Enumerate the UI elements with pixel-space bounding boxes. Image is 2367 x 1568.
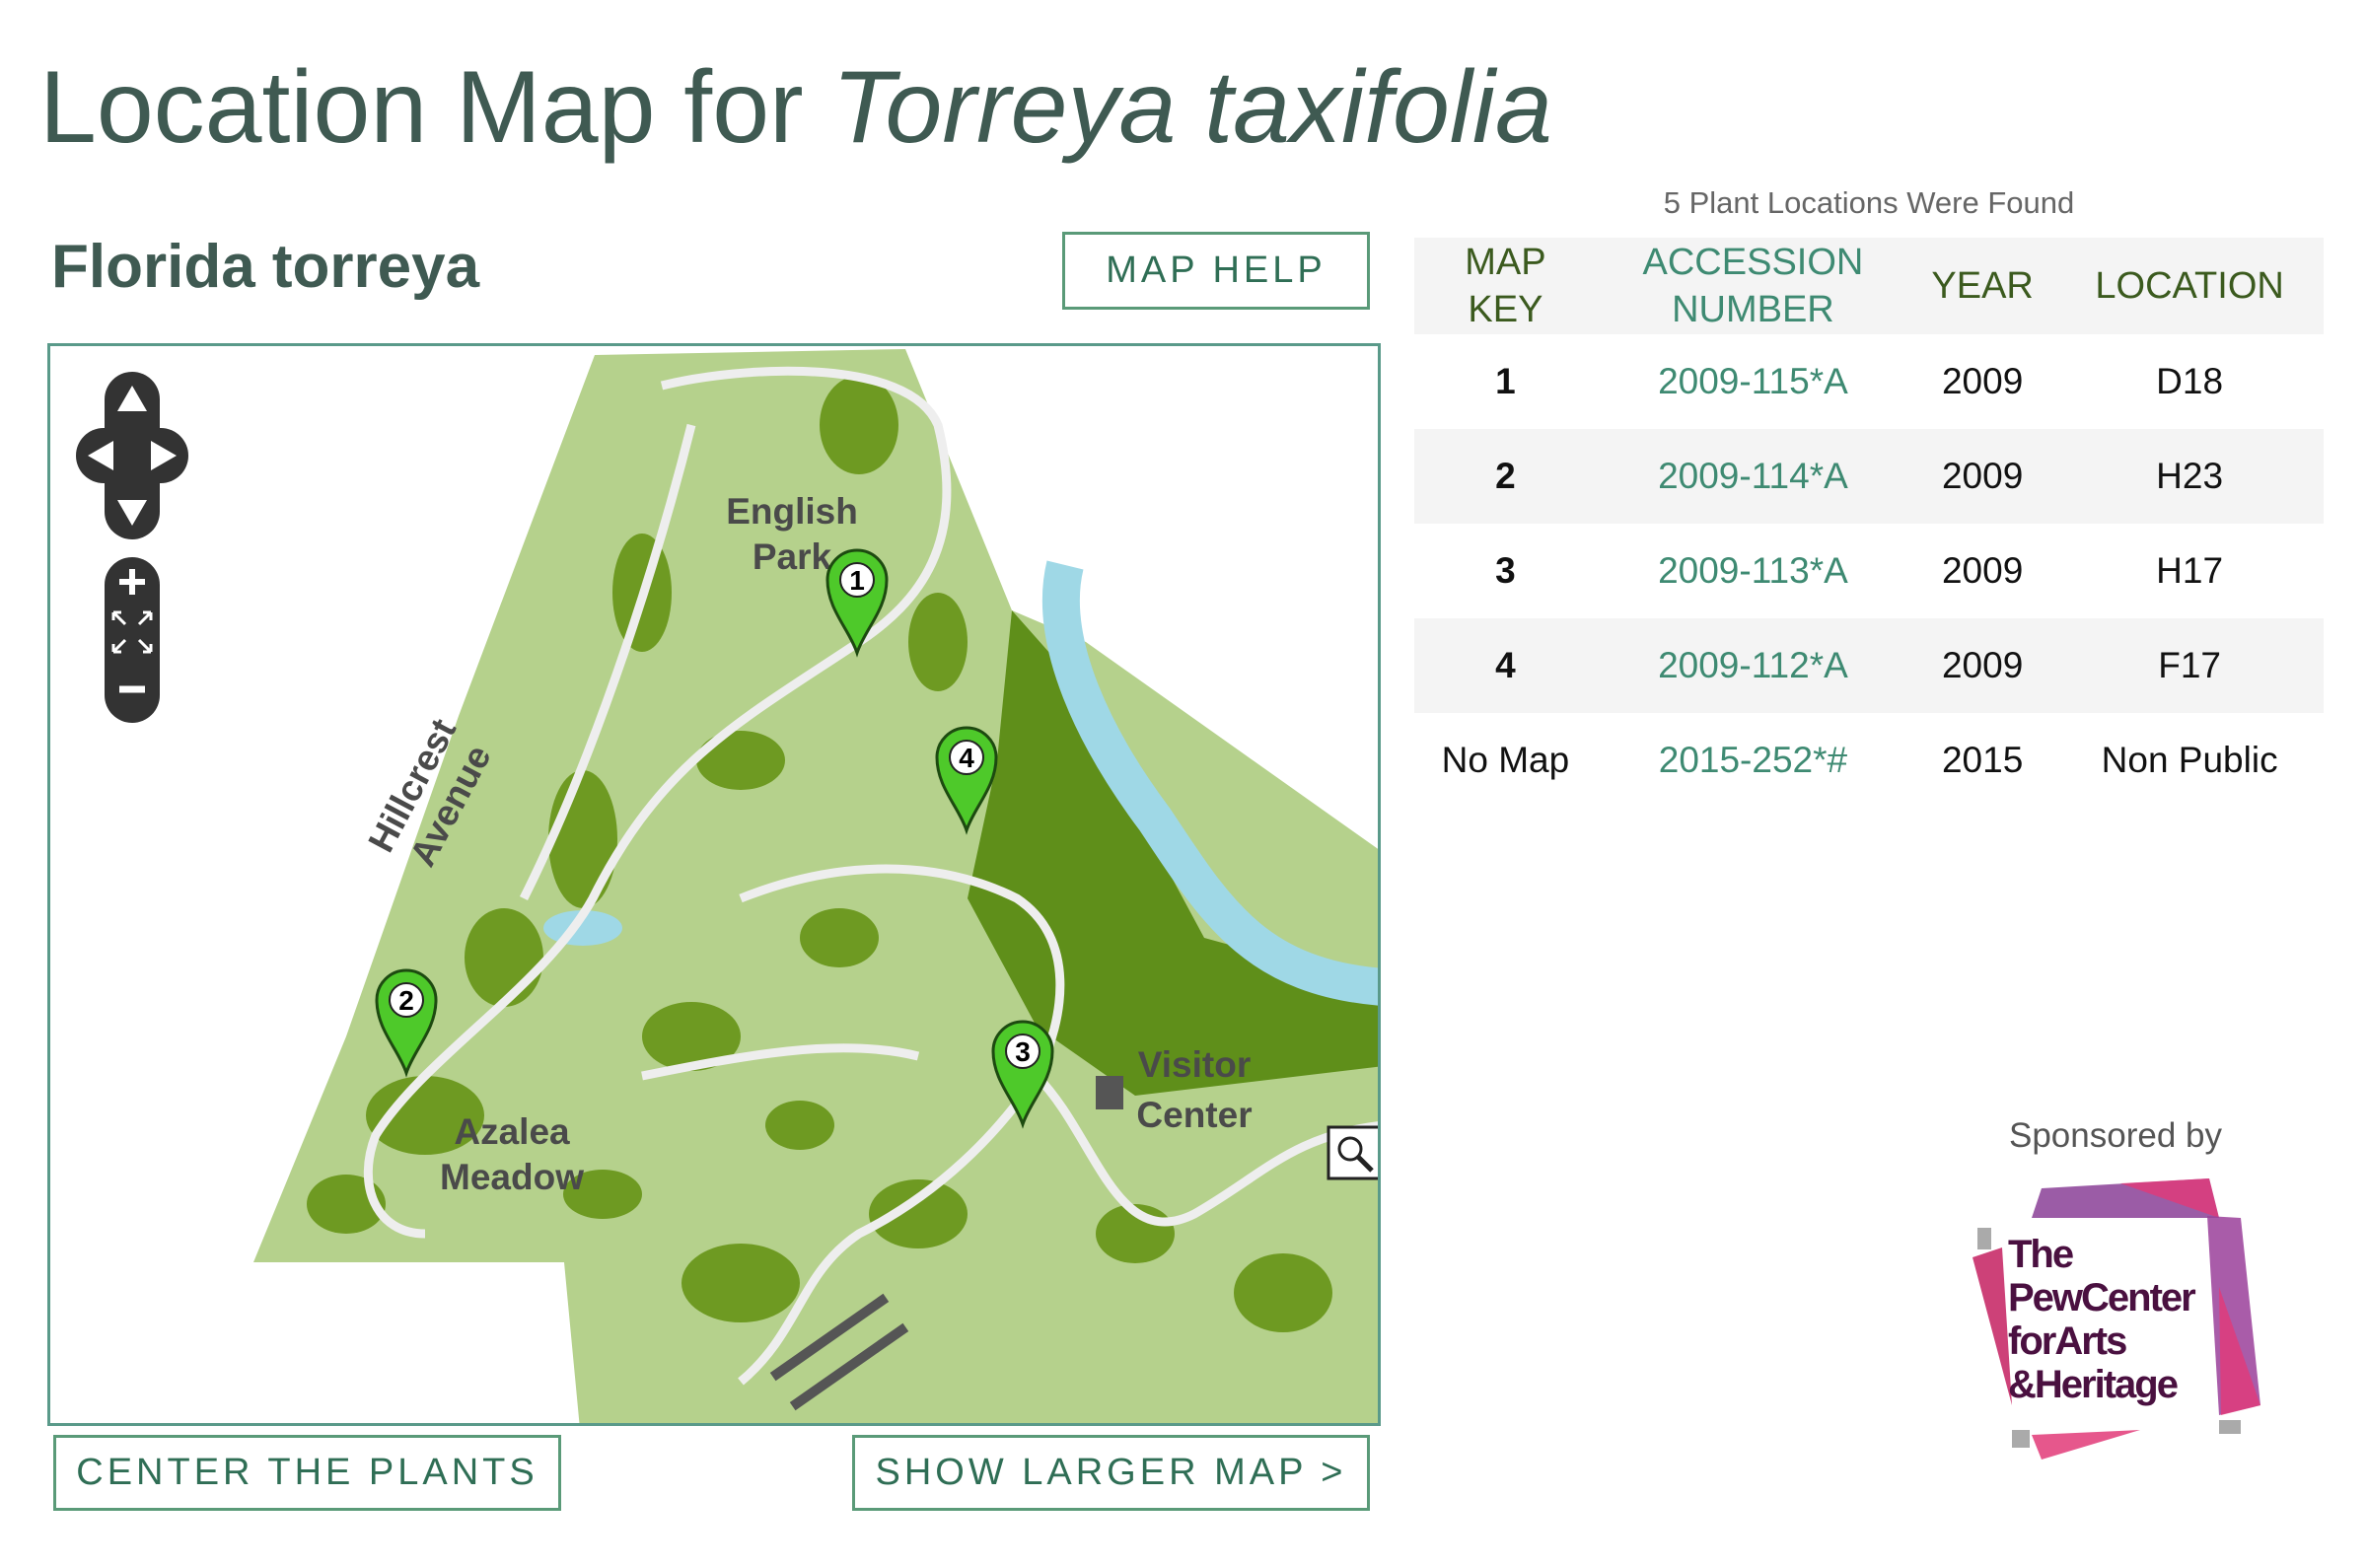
- plant-markers: 1 4 2 3: [375, 548, 1054, 1129]
- pan-up-icon[interactable]: [117, 386, 147, 411]
- marker-label: 2: [398, 985, 414, 1016]
- species-name: Torreya taxifolia: [831, 50, 1552, 165]
- title-prefix: Location Map for: [39, 50, 832, 165]
- map-marker-4[interactable]: 4: [935, 726, 998, 835]
- tree-clusters: [307, 376, 1332, 1332]
- header-text: MAP: [1465, 242, 1546, 283]
- table-row: 4 2009-112*A 2009 F17: [1414, 618, 2324, 713]
- map-label-park: Park: [753, 536, 832, 577]
- svg-text:PewCenter: PewCenter: [2008, 1276, 2195, 1319]
- header-text: KEY: [1468, 289, 1543, 330]
- svg-text:forArts: forArts: [2008, 1319, 2126, 1363]
- map-viewport[interactable]: English Park Visitor Center Azalea Meado…: [47, 343, 1381, 1426]
- show-larger-map-button[interactable]: SHOW LARGER MAP >: [852, 1435, 1370, 1511]
- results-table: MAP KEY ACCESSION NUMBER YEAR LOCATION 1 20…: [1414, 238, 2324, 808]
- map-key: 3: [1495, 550, 1516, 591]
- zoom-extent-icon[interactable]: [111, 610, 153, 654]
- page-title: Location Map for Torreya taxifolia: [39, 51, 1552, 164]
- map-label-visitor: Visitor: [1138, 1044, 1251, 1085]
- year: 2009: [1909, 429, 2056, 524]
- map-key: 1: [1495, 361, 1516, 401]
- table-row: 1 2009-115*A 2009 D18: [1414, 334, 2324, 429]
- park-area: [253, 349, 1378, 1423]
- year: 2015: [1941, 740, 2024, 780]
- map-label-center: Center: [1136, 1095, 1252, 1135]
- table-row: 3 2009-113*A 2009 H17: [1414, 524, 2324, 618]
- zoom-control: [105, 557, 160, 723]
- pan-control: [76, 372, 188, 539]
- map-marker-1[interactable]: 1: [825, 548, 889, 658]
- header-map-key: MAP KEY: [1414, 238, 1597, 334]
- map-key: 2: [1414, 429, 1597, 524]
- river: [1041, 560, 1378, 1006]
- common-name: Florida torreya: [51, 233, 480, 301]
- marker-label: 1: [849, 565, 865, 596]
- map-label-azalea: Azalea: [454, 1111, 570, 1152]
- center-plants-button[interactable]: CENTER THE PLANTS: [53, 1435, 561, 1511]
- header-accession: ACCESSION NUMBER: [1596, 238, 1910, 334]
- map-canvas[interactable]: English Park Visitor Center Azalea Meado…: [50, 346, 1381, 1426]
- sponsored-by-label: Sponsored by: [2009, 1116, 2222, 1155]
- accession-link[interactable]: 2009-115*A: [1658, 361, 1848, 401]
- pan-left-icon[interactable]: [88, 441, 113, 470]
- location: D18: [2156, 361, 2224, 401]
- header-text: ACCESSION: [1642, 242, 1864, 283]
- year: 2009: [1941, 361, 2024, 401]
- header-year: YEAR: [1909, 238, 2056, 334]
- building-lots: [769, 1076, 1123, 1411]
- accession-link[interactable]: 2009-114*A: [1658, 456, 1848, 496]
- magnifier-icon[interactable]: [1327, 1125, 1380, 1180]
- svg-text:&Heritage: &Heritage: [2008, 1363, 2178, 1406]
- map-label-english: English: [726, 491, 858, 532]
- location: H23: [2055, 429, 2324, 524]
- roads: [363, 366, 1378, 1386]
- map-label-meadow: Meadow: [440, 1157, 584, 1197]
- header-text: NUMBER: [1672, 289, 1834, 330]
- results-count: 5 Plant Locations Were Found: [1663, 185, 2075, 220]
- map-help-button[interactable]: MAP HELP: [1062, 232, 1370, 310]
- map-key: No Map: [1441, 740, 1570, 780]
- accession-link[interactable]: 2009-112*A: [1658, 645, 1848, 685]
- table-row: 2 2009-114*A 2009 H23: [1414, 429, 2324, 524]
- marker-label: 4: [959, 743, 974, 773]
- table-row: No Map 2015-252*# 2015 Non Public: [1414, 713, 2324, 808]
- header-location: LOCATION: [2055, 238, 2324, 334]
- map-marker-3[interactable]: 3: [991, 1020, 1054, 1129]
- table-header: MAP KEY ACCESSION NUMBER YEAR LOCATION: [1414, 238, 2324, 334]
- pan-down-icon[interactable]: [117, 500, 147, 526]
- year: 2009: [1941, 550, 2024, 591]
- pan-right-icon[interactable]: [151, 441, 177, 470]
- year: 2009: [1909, 618, 2056, 713]
- map-marker-2[interactable]: 2: [375, 968, 438, 1078]
- zoom-in-icon[interactable]: [119, 569, 145, 595]
- map-key: 4: [1414, 618, 1597, 713]
- location: Non Public: [2101, 740, 2278, 780]
- svg-text:The: The: [2008, 1233, 2073, 1276]
- accession-link[interactable]: 2015-252*#: [1658, 740, 1848, 780]
- location: H17: [2156, 550, 2224, 591]
- location: F17: [2055, 618, 2324, 713]
- accession-link[interactable]: 2009-113*A: [1658, 550, 1848, 591]
- marker-label: 3: [1015, 1036, 1031, 1067]
